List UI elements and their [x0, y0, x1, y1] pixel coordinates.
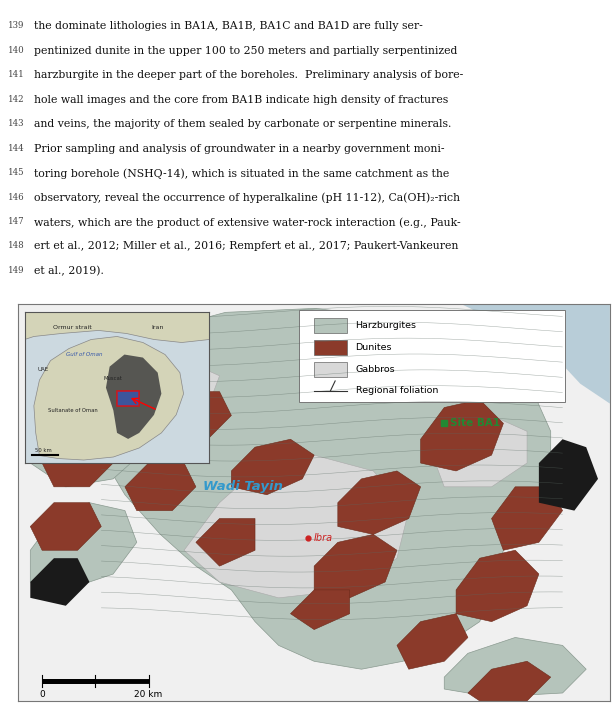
Text: 148: 148 — [8, 241, 25, 251]
Text: Gabbros: Gabbros — [355, 365, 395, 374]
Polygon shape — [160, 392, 232, 439]
Polygon shape — [30, 503, 101, 550]
Text: Wadi Tayin: Wadi Tayin — [203, 480, 283, 493]
Text: harzburgite in the deeper part of the boreholes.  Preliminary analysis of bore-: harzburgite in the deeper part of the bo… — [34, 70, 463, 80]
Text: 144: 144 — [8, 144, 25, 153]
Text: 143: 143 — [8, 119, 25, 128]
Polygon shape — [34, 336, 184, 460]
Text: 142: 142 — [8, 95, 25, 104]
Polygon shape — [462, 304, 610, 404]
Polygon shape — [314, 535, 397, 598]
Text: Sultanate of Oman: Sultanate of Oman — [48, 408, 97, 413]
Bar — [314, 318, 347, 333]
Text: Prior sampling and analysis of groundwater in a nearby government moni-: Prior sampling and analysis of groundwat… — [34, 144, 444, 154]
Polygon shape — [113, 360, 219, 423]
Text: 145: 145 — [8, 168, 25, 177]
Text: 141: 141 — [8, 70, 25, 79]
Polygon shape — [25, 312, 209, 343]
Polygon shape — [30, 558, 89, 606]
Text: Harzburgites: Harzburgites — [355, 321, 416, 330]
Text: Regional foliation: Regional foliation — [355, 387, 438, 395]
Polygon shape — [492, 487, 562, 550]
Text: hole wall images and the core from BA1B indicate high density of fractures: hole wall images and the core from BA1B … — [34, 95, 448, 105]
Polygon shape — [444, 637, 586, 697]
Polygon shape — [432, 416, 527, 487]
Polygon shape — [184, 455, 409, 598]
Bar — [314, 362, 347, 377]
Polygon shape — [54, 392, 113, 431]
Text: UAE: UAE — [38, 367, 49, 372]
Text: pentinized dunite in the upper 100 to 250 meters and partially serpentinized: pentinized dunite in the upper 100 to 25… — [34, 46, 457, 56]
Polygon shape — [338, 471, 421, 535]
Text: the dominate lithologies in BA1A, BA1B, BA1C and BA1D are fully ser-: the dominate lithologies in BA1A, BA1B, … — [34, 21, 423, 31]
Text: ert et al., 2012; Miller et al., 2016; Rempfert et al., 2017; Paukert-Vankeuren: ert et al., 2012; Miller et al., 2016; R… — [34, 241, 458, 251]
Polygon shape — [196, 518, 255, 566]
Text: toring borehole (NSHQ-14), which is situated in the same catchment as the: toring borehole (NSHQ-14), which is situ… — [34, 168, 449, 178]
Text: 147: 147 — [8, 217, 25, 226]
Text: Muscat: Muscat — [104, 376, 123, 381]
Text: 139: 139 — [8, 21, 25, 30]
Text: observatory, reveal the occurrence of hyperalkaline (pH 11-12), Ca(OH)₂-rich: observatory, reveal the occurrence of hy… — [34, 193, 460, 203]
Text: et al., 2019).: et al., 2019). — [34, 266, 103, 276]
Polygon shape — [456, 550, 539, 622]
Text: Ormur strait: Ormur strait — [54, 325, 92, 330]
Polygon shape — [291, 590, 350, 629]
Polygon shape — [539, 439, 598, 510]
Polygon shape — [468, 661, 551, 701]
Text: Dunites: Dunites — [355, 343, 392, 352]
FancyBboxPatch shape — [299, 310, 565, 401]
Text: 140: 140 — [8, 46, 25, 55]
Polygon shape — [101, 309, 551, 669]
Text: 146: 146 — [8, 193, 25, 202]
Text: and veins, the majority of them sealed by carbonate or serpentine minerals.: and veins, the majority of them sealed b… — [34, 119, 452, 129]
Polygon shape — [421, 399, 503, 471]
Polygon shape — [42, 439, 113, 487]
Text: Ibra: Ibra — [314, 533, 333, 543]
Polygon shape — [125, 463, 196, 510]
Text: waters, which are the product of extensive water-rock interaction (e.g., Pauk-: waters, which are the product of extensi… — [34, 217, 461, 227]
Polygon shape — [232, 439, 314, 495]
Bar — [117, 391, 139, 406]
Polygon shape — [397, 614, 468, 669]
Polygon shape — [30, 503, 137, 590]
Text: Site BA1: Site BA1 — [450, 418, 500, 428]
Text: 0: 0 — [39, 690, 45, 699]
Text: Gulf of Oman: Gulf of Oman — [65, 352, 102, 357]
Text: 149: 149 — [8, 266, 25, 275]
Text: 50 km: 50 km — [34, 448, 52, 454]
Text: 20 km: 20 km — [134, 690, 163, 699]
Polygon shape — [113, 336, 172, 376]
Polygon shape — [30, 376, 160, 487]
Bar — [314, 340, 347, 355]
Polygon shape — [106, 355, 161, 439]
Text: Iran: Iran — [152, 325, 164, 330]
